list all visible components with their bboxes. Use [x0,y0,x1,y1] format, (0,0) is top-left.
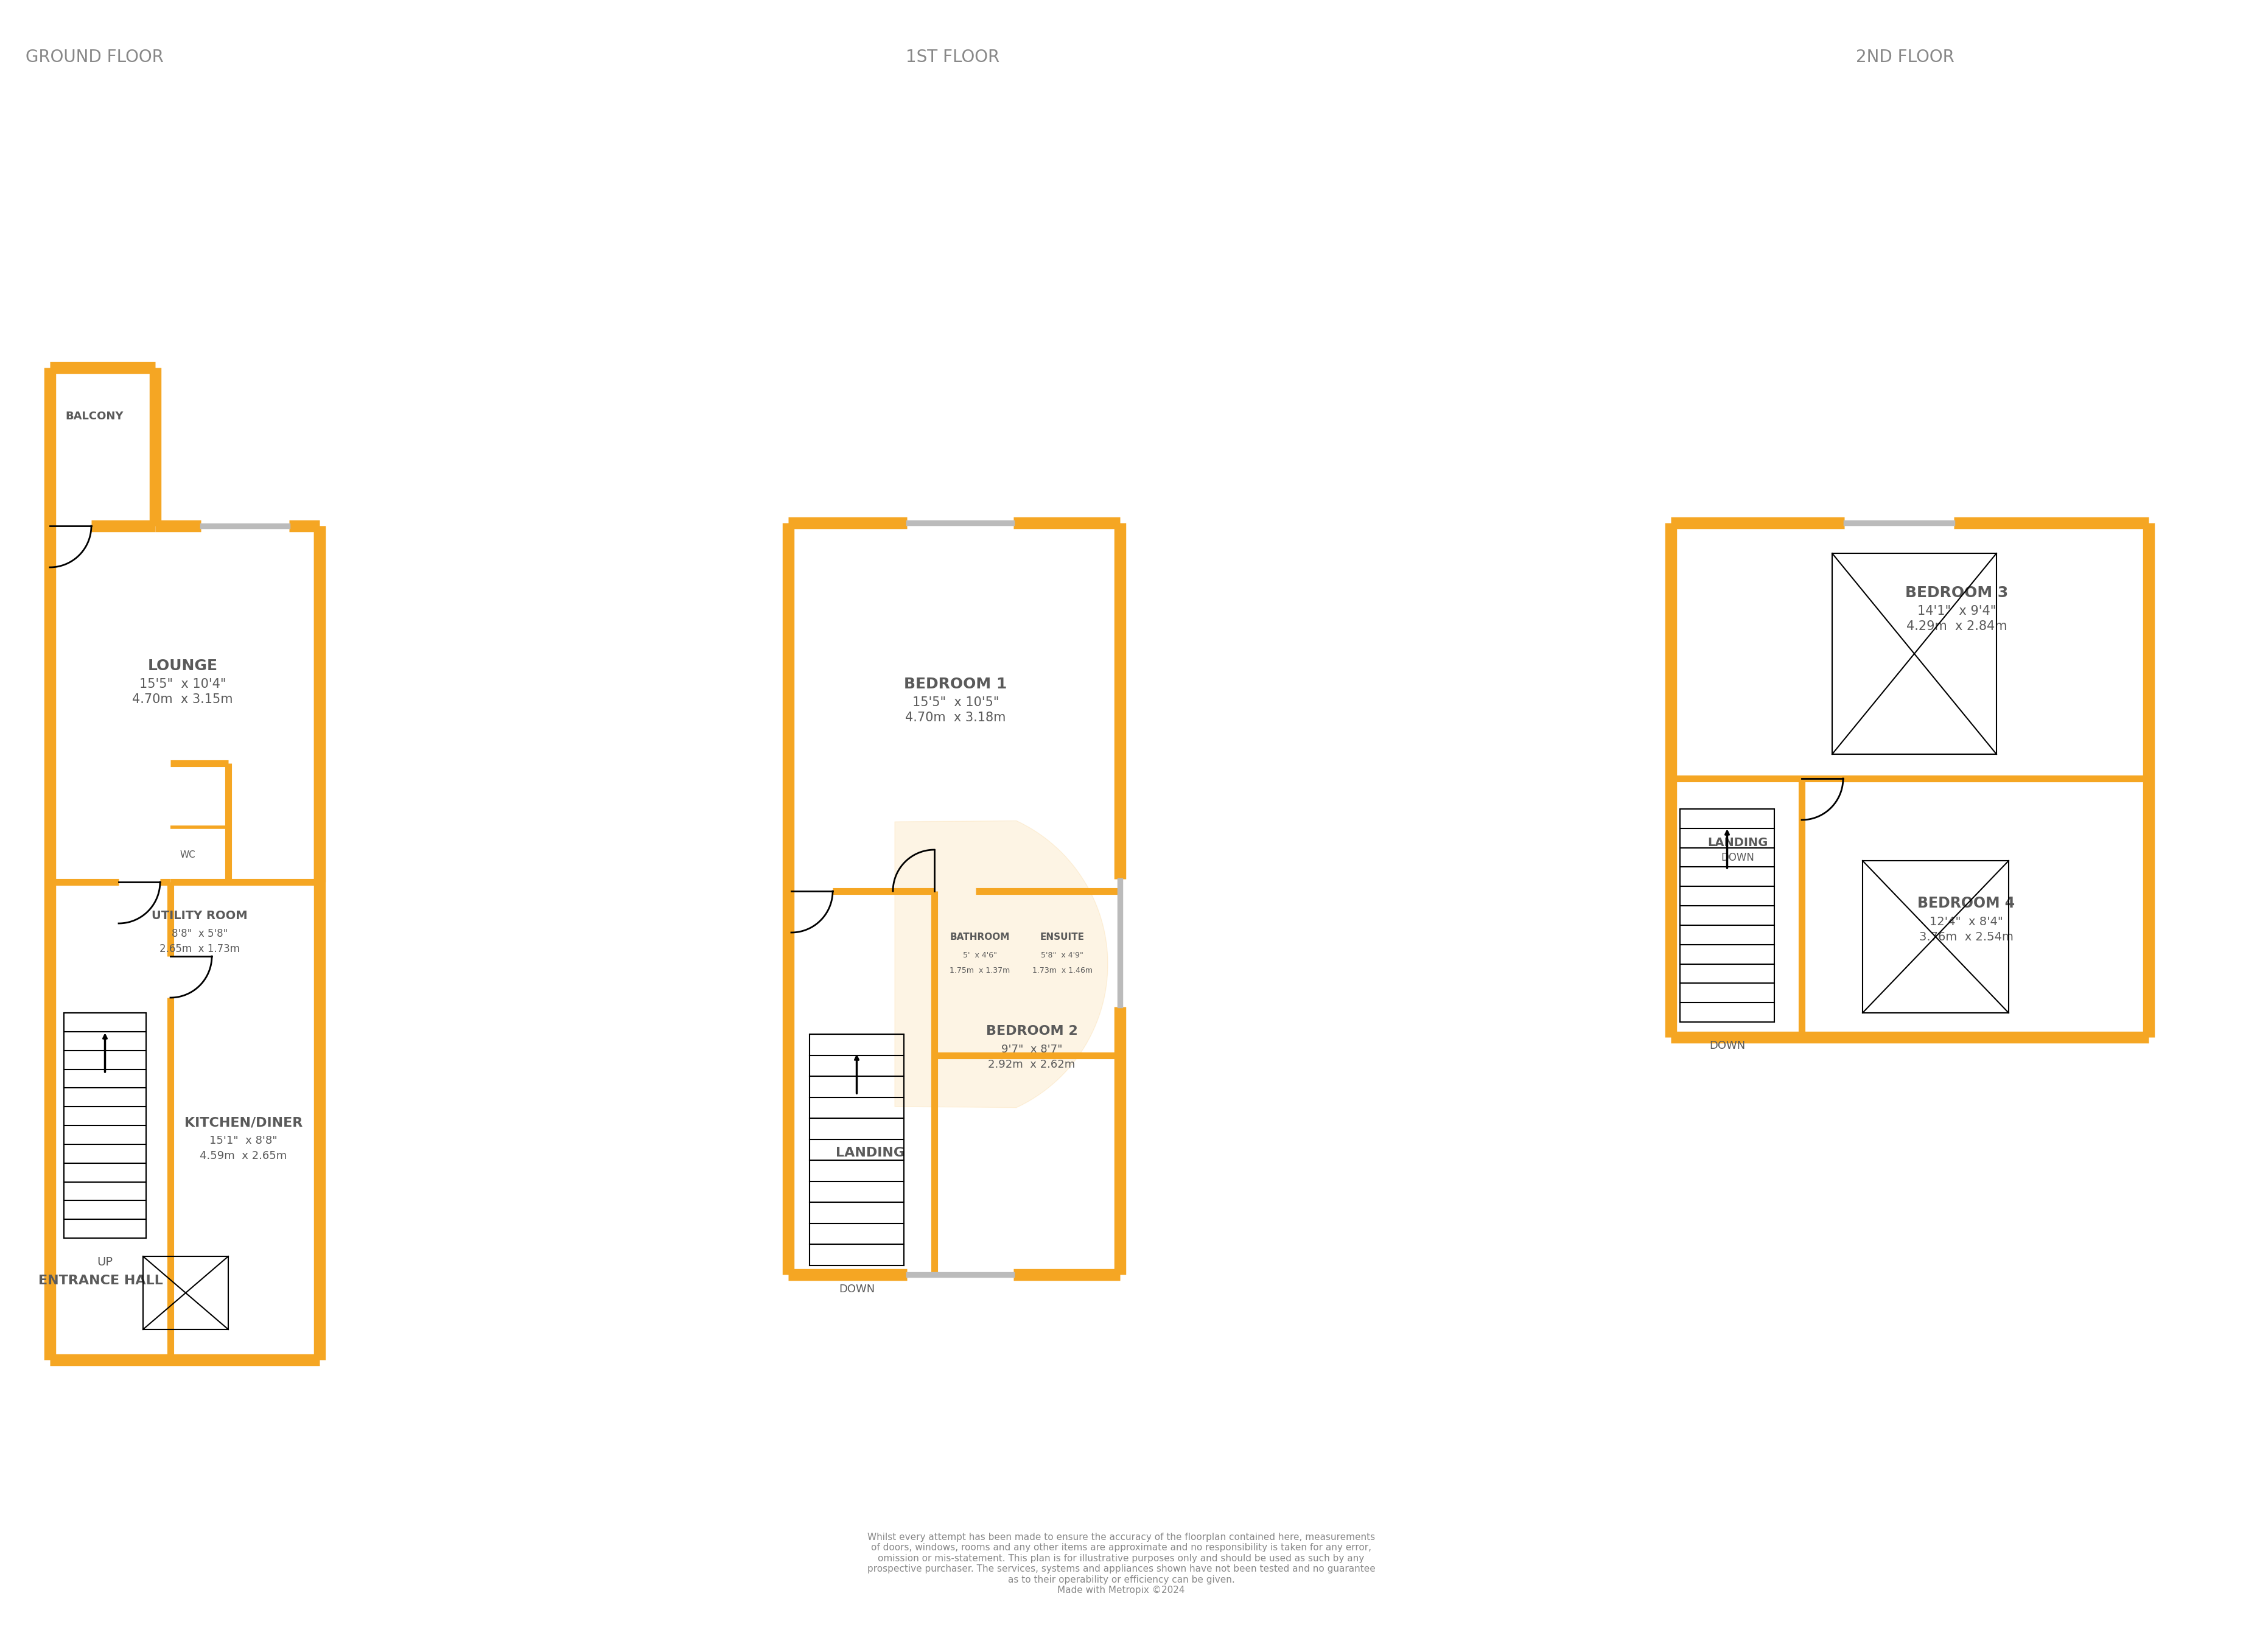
Text: DOWN: DOWN [839,1284,875,1295]
Text: LANDING: LANDING [837,1146,904,1160]
Text: 4.70m  x 3.18m: 4.70m x 3.18m [906,712,1005,724]
Text: BEDROOM 2: BEDROOM 2 [987,1024,1077,1037]
Text: UP: UP [96,1257,112,1269]
Text: 2.92m  x 2.62m: 2.92m x 2.62m [989,1059,1074,1070]
Text: 15'1"  x 8'8": 15'1" x 8'8" [209,1135,278,1146]
Bar [1833,553,1996,755]
Text: BEDROOM 3: BEDROOM 3 [1904,585,2007,600]
Text: 15'5"  x 10'5": 15'5" x 10'5" [913,697,998,709]
Polygon shape [895,821,1108,1107]
Text: Whilst every attempt has been made to ensure the accuracy of the floorplan conta: Whilst every attempt has been made to en… [868,1533,1375,1594]
Text: BALCONY: BALCONY [65,411,123,421]
Text: LOUNGE: LOUNGE [148,659,218,674]
Text: 15'5"  x 10'4": 15'5" x 10'4" [139,677,227,691]
Text: DOWN: DOWN [1709,1041,1745,1051]
Text: 4.29m  x 2.84m: 4.29m x 2.84m [1907,620,2007,633]
Text: 2ND FLOOR: 2ND FLOOR [1855,48,1954,66]
Text: BEDROOM 4: BEDROOM 4 [1918,895,2014,910]
Text: 1ST FLOOR: 1ST FLOOR [906,48,1000,66]
Text: BATHROOM: BATHROOM [951,932,1009,942]
Text: 4.70m  x 3.15m: 4.70m x 3.15m [132,694,233,705]
Bar [1862,861,2010,1013]
Text: 14'1"  x 9'4": 14'1" x 9'4" [1918,605,1996,618]
Text: KITCHEN/DINER: KITCHEN/DINER [184,1117,303,1128]
Text: 1.75m  x 1.37m: 1.75m x 1.37m [949,966,1009,975]
Text: 8'8"  x 5'8": 8'8" x 5'8" [170,928,229,940]
Text: BEDROOM 1: BEDROOM 1 [904,677,1007,692]
Text: 2.65m  x 1.73m: 2.65m x 1.73m [159,943,240,955]
Text: ENSUITE: ENSUITE [1041,932,1083,942]
Text: DOWN: DOWN [1720,852,1754,862]
Text: 1.73m  x 1.46m: 1.73m x 1.46m [1032,966,1092,975]
Text: 12'4"  x 8'4": 12'4" x 8'4" [1929,915,2003,927]
Text: 4.59m  x 2.65m: 4.59m x 2.65m [200,1150,287,1161]
Text: LANDING: LANDING [1707,836,1767,847]
Text: UTILITY ROOM: UTILITY ROOM [153,910,247,922]
Bar [144,1257,229,1330]
Text: 5'  x 4'6": 5' x 4'6" [962,952,998,960]
Text: 5'8"  x 4'9": 5'8" x 4'9" [1041,952,1083,960]
Text: GROUND FLOOR: GROUND FLOOR [25,48,164,66]
Text: 3.76m  x 2.54m: 3.76m x 2.54m [1920,932,2014,943]
Text: ENTRANCE HALL: ENTRANCE HALL [38,1275,164,1287]
Text: 9'7"  x 8'7": 9'7" x 8'7" [1000,1044,1063,1056]
Text: WC: WC [179,851,195,859]
